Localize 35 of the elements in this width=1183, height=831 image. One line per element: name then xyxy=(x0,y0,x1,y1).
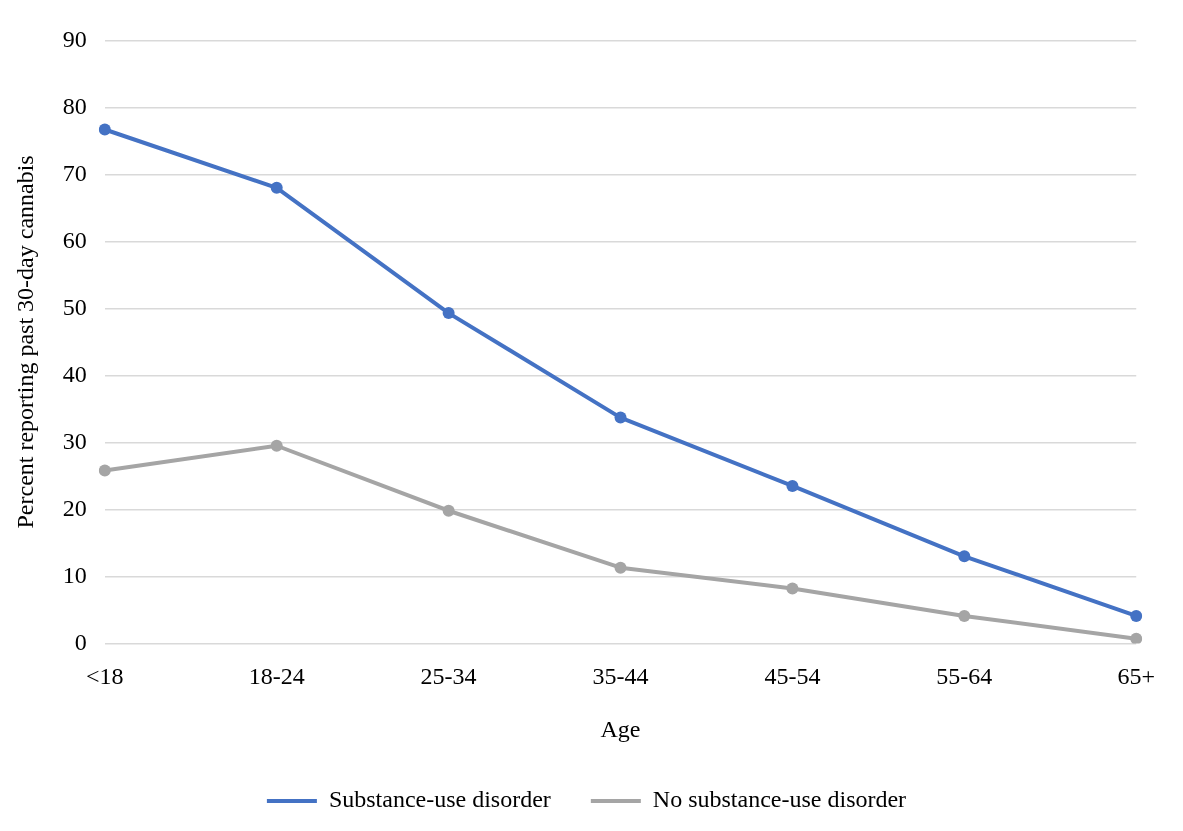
y-tick-label: 30 xyxy=(62,427,87,454)
point xyxy=(786,479,799,492)
x-tick-label: 35-44 xyxy=(592,663,649,690)
x-tick-label: 65+ xyxy=(1117,663,1156,690)
x-tick-label: 18-24 xyxy=(248,663,305,690)
y-tick-label: 40 xyxy=(62,360,87,387)
y-tick-label: 50 xyxy=(62,293,87,320)
y-tick-label: 80 xyxy=(62,92,87,119)
y-tick-label: 60 xyxy=(62,226,87,253)
point xyxy=(614,411,627,424)
point xyxy=(958,550,971,563)
point xyxy=(98,123,111,136)
legend-label: Substance-use disorder xyxy=(328,786,551,813)
y-tick-label: 0 xyxy=(74,628,87,655)
point xyxy=(270,439,283,452)
x-tick-label: <18 xyxy=(86,663,124,690)
legend-label: No substance-use disorder xyxy=(652,786,907,813)
y-tick-label: 70 xyxy=(62,159,87,186)
x-tick-label: 55-64 xyxy=(936,663,993,690)
point xyxy=(1130,609,1143,622)
y-tick-label: 20 xyxy=(62,494,87,521)
point xyxy=(442,307,455,320)
x-tick-label: 45-54 xyxy=(764,663,821,690)
y-axis-title: Percent reporting past 30-day cannabis xyxy=(11,155,38,529)
point xyxy=(786,582,799,595)
x-axis-title: Age xyxy=(600,715,641,742)
y-tick-label: 10 xyxy=(62,561,87,588)
y-tick-label: 90 xyxy=(62,25,87,52)
point xyxy=(98,464,111,477)
x-tick-label: 25-34 xyxy=(420,663,477,690)
point xyxy=(442,504,455,517)
point xyxy=(958,609,971,622)
point xyxy=(270,181,283,194)
point xyxy=(1130,632,1143,644)
point xyxy=(614,561,627,574)
